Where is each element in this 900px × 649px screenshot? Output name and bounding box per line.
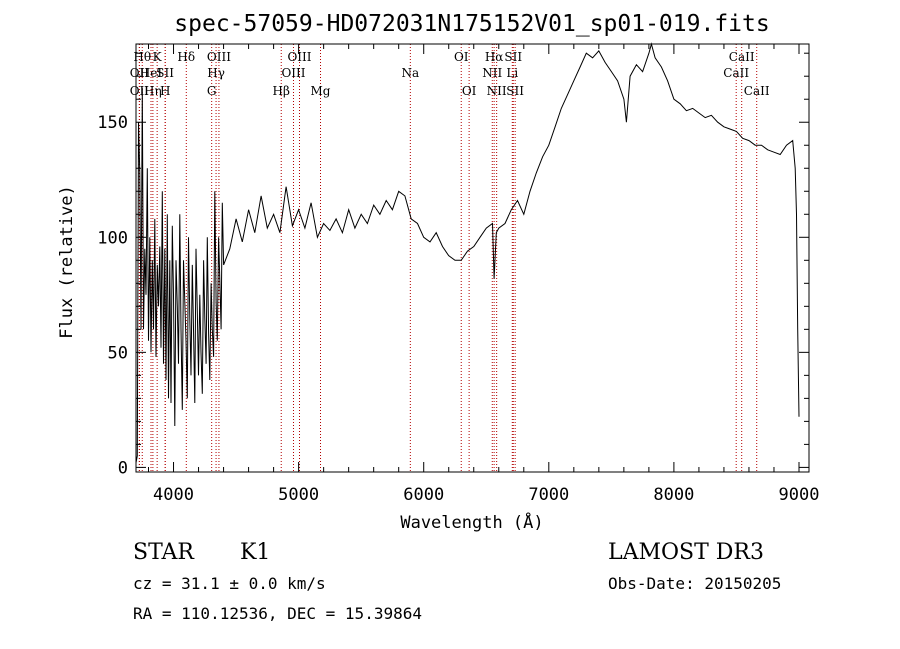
line-label-14: OIII bbox=[287, 50, 311, 64]
line-label-7: SII bbox=[156, 66, 174, 80]
y-axis-label: Flux (relative) bbox=[57, 185, 77, 339]
line-label-4: HeI bbox=[140, 66, 163, 80]
line-label-8: Hδ bbox=[177, 50, 195, 64]
plot-frame bbox=[135, 43, 810, 473]
line-label-9: Hγ bbox=[207, 66, 225, 80]
x-axis-label: Wavelength (Å) bbox=[400, 511, 543, 533]
line-label-25: CaII bbox=[723, 66, 749, 80]
x-tick-label: 9000 bbox=[779, 485, 820, 505]
survey-name: LAMOST DR3 bbox=[608, 540, 764, 565]
object-class: STAR bbox=[133, 540, 194, 565]
chart-title: spec-57059-HD072031N175152V01_sp01-019.f… bbox=[174, 11, 769, 37]
x-tick-label: 8000 bbox=[653, 485, 694, 505]
line-label-13: OIII bbox=[281, 66, 305, 80]
line-label-24: SII bbox=[506, 84, 524, 98]
line-label-19: NII bbox=[482, 66, 502, 80]
x-tick-label: 4000 bbox=[153, 485, 194, 505]
x-tick-label: 6000 bbox=[403, 485, 444, 505]
y-axis-ticks: 0 50 100 150 bbox=[97, 52, 809, 478]
line-label-12: Hβ bbox=[273, 84, 290, 98]
x-tick-label: 5000 bbox=[278, 485, 319, 505]
line-label-20: Hα bbox=[485, 50, 504, 64]
line-label-17: OI bbox=[454, 50, 469, 64]
y-tick-label: 50 bbox=[108, 343, 128, 363]
y-tick-label: 0 bbox=[118, 458, 128, 478]
emission-line-markers bbox=[138, 44, 758, 472]
line-label-22: Li bbox=[506, 66, 518, 80]
line-label-15: Mg bbox=[311, 84, 331, 98]
line-label-10: G bbox=[207, 84, 217, 98]
x-tick-label: 7000 bbox=[528, 485, 569, 505]
line-label-16: Na bbox=[402, 66, 420, 80]
redshift-velocity: cz = 31.1 ± 0.0 km/s bbox=[133, 574, 326, 593]
observation-date: Obs-Date: 20150205 bbox=[608, 574, 782, 593]
y-tick-label: 100 bbox=[97, 228, 128, 248]
line-label-6: H bbox=[160, 84, 170, 98]
y-tick-label: 150 bbox=[97, 113, 128, 133]
line-label-5: K bbox=[153, 50, 163, 64]
object-subclass: K1 bbox=[240, 540, 271, 565]
line-label-26: CaII bbox=[729, 50, 755, 64]
line-label-27: CaII bbox=[744, 84, 770, 98]
line-label-23: SII bbox=[504, 50, 522, 64]
line-label-2: OII bbox=[130, 84, 150, 98]
line-label-3: Hη bbox=[144, 84, 162, 98]
line-label-18: OI bbox=[462, 84, 477, 98]
line-label-21: NII bbox=[487, 84, 507, 98]
emission-line-labels: HθOIIOIIHηHeIKHSIIHδHγGOIIIHβOIIIOIIIMgN… bbox=[130, 50, 770, 98]
line-label-1: OII bbox=[130, 66, 150, 80]
x-axis-ticks: 4000 5000 6000 7000 8000 9000 bbox=[148, 44, 820, 505]
line-label-11: OIII bbox=[207, 50, 231, 64]
coordinates: RA = 110.12536, DEC = 15.39864 bbox=[133, 604, 422, 623]
flux-series-line bbox=[135, 42, 800, 463]
